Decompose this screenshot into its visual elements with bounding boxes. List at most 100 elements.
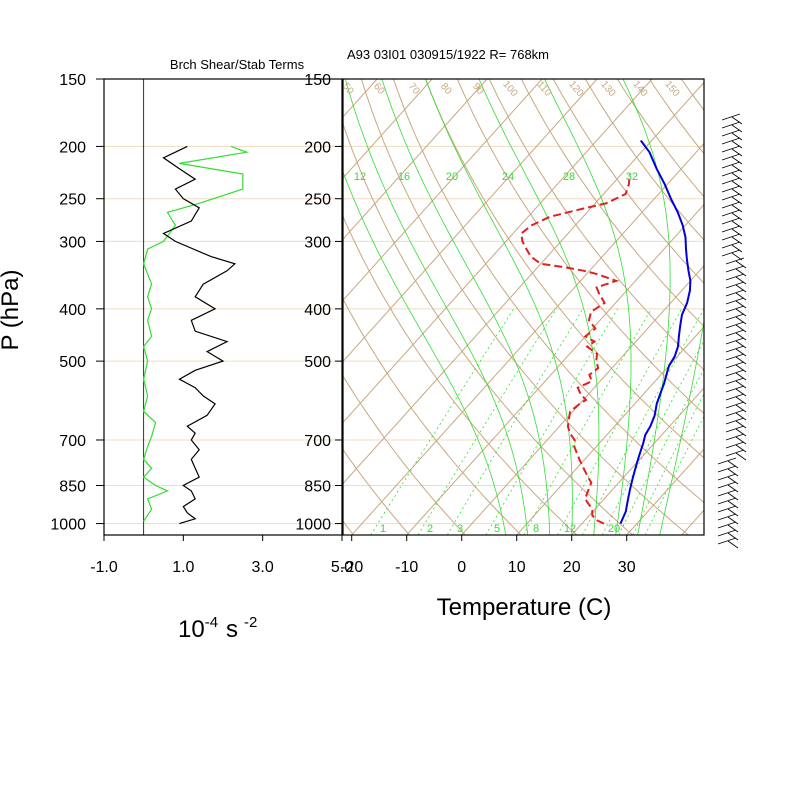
wind-barb: [725, 369, 745, 377]
wind-barb-feather: [735, 268, 747, 277]
wind-barb: [721, 225, 741, 233]
dry-adiabat-line: [456, 79, 704, 415]
wind-barbs: [717, 113, 747, 549]
wind-barb-feather: [727, 460, 739, 469]
dry-adiabat-line: [360, 79, 689, 535]
isotherm-line: [343, 79, 488, 240]
wind-barb-feather: [731, 132, 743, 141]
wind-barb-feather: [731, 196, 743, 205]
mixing-ratio-line: [485, 308, 619, 535]
wind-barb-feather: [735, 372, 747, 381]
y-axis-label: P (hPa): [0, 270, 24, 351]
dry-adiabat-line: [648, 79, 704, 155]
isotherm-line: [343, 79, 653, 424]
panel-frames: [96, 78, 705, 541]
isotherm-line: [0, 79, 267, 535]
theta-label: 130: [598, 79, 617, 99]
wind-barb-feather: [735, 364, 747, 373]
wind-barb: [717, 473, 737, 481]
shear-term-line: [162, 145, 237, 525]
wind-barb: [721, 129, 741, 137]
y-tick-label: 200: [304, 139, 331, 156]
wind-barb: [725, 265, 745, 273]
isotherm-line: [0, 79, 322, 535]
wind-barb-feather: [735, 412, 747, 421]
wind-barb-feather: [735, 340, 747, 349]
wind-barb: [725, 297, 745, 305]
dry-adiabat-line: [343, 215, 578, 535]
wind-barb: [725, 273, 745, 281]
moist-adiabat-line: [659, 318, 704, 535]
x-tick-label: -20: [340, 559, 363, 576]
theta-label: 100: [500, 79, 519, 99]
y-tick-label: 1000: [50, 517, 86, 534]
wind-barb-feather: [731, 116, 743, 125]
mixing-ratio-line: [632, 392, 704, 535]
y-tick-label: 300: [59, 234, 86, 251]
wind-barb-feather: [735, 300, 747, 309]
isotherm-line: [343, 79, 433, 179]
mixing-ratio-line: [446, 308, 584, 535]
left-x-axis-label-unit: s: [226, 616, 238, 643]
isotherm-line: [571, 387, 704, 535]
wind-barb-feather: [735, 396, 747, 405]
wind-barb-feather: [735, 348, 747, 357]
left-x-axis-label-base: 10: [178, 616, 205, 643]
left-panel-title: Brch Shear/Stab Terms: [170, 57, 305, 72]
mixing-ratio-label: 1: [380, 523, 386, 535]
wind-barb: [725, 345, 745, 353]
x-tick-label: 30: [618, 559, 636, 576]
moist-adiabat-line: [343, 170, 507, 535]
wind-barb: [721, 153, 741, 161]
dry-adiabat-line: [488, 79, 704, 371]
dry-adiabat-line: [424, 79, 704, 459]
mixing-ratio-label: 12: [564, 523, 576, 535]
wind-barb: [725, 329, 745, 337]
wind-barb-feather: [727, 476, 739, 485]
wind-barb-feather: [735, 404, 747, 413]
wind-barb: [721, 241, 741, 249]
wind-barb-feather: [735, 284, 747, 293]
wind-barb: [717, 465, 737, 473]
y-tick-label: 700: [304, 433, 331, 450]
mixing-ratio-line: [582, 308, 704, 535]
wind-barb: [725, 313, 745, 321]
wind-barb: [721, 233, 741, 241]
wind-barb: [721, 209, 741, 217]
wind-barb-feather: [731, 164, 743, 173]
moist-adiabat-line: [345, 79, 529, 535]
wind-barb: [725, 377, 745, 385]
x-tick-label: 10: [508, 559, 526, 576]
wind-barb-feather: [727, 468, 739, 477]
wind-barb: [721, 177, 741, 185]
wind-barb: [717, 529, 737, 537]
left-x-axis-label: 10-4 s -2: [178, 614, 257, 643]
skewt-frame: [342, 78, 705, 536]
wind-barb-feather: [735, 356, 747, 365]
chart-labels: Brch Shear/Stab Terms A93 03I01 030915/1…: [0, 47, 682, 643]
wind-barb-feather: [731, 148, 743, 157]
x-tick-label: 3.0: [252, 559, 274, 576]
wind-barb-feather: [731, 204, 743, 213]
theta-label: 140: [630, 79, 649, 99]
wind-barb-feather: [735, 452, 747, 461]
wind-barb: [721, 121, 741, 129]
dry-adiabat-line: [343, 122, 633, 535]
wind-barb: [717, 537, 737, 545]
mixing-ratio-label: 24: [502, 171, 514, 183]
mixing-ratio-label: 3: [457, 523, 463, 535]
dry-adiabat-line: [552, 79, 704, 284]
wind-barb-feather: [735, 260, 747, 269]
temperature-profile-line: [520, 173, 631, 525]
mixing-ratio-label: 16: [398, 171, 410, 183]
mixing-ratio-line: [644, 415, 704, 535]
wind-barb: [717, 505, 737, 513]
skewt-title: A93 03I01 030915/1922 R= 768km: [347, 47, 549, 62]
mixing-ratio-label: 20: [608, 523, 620, 535]
dry-adiabat-line: [713, 79, 800, 535]
dry-adiabat-line: [138, 79, 298, 535]
y-tick-label: 1000: [295, 517, 331, 534]
mixing-ratio-label: 5: [494, 523, 500, 535]
y-tick-label: 850: [59, 478, 86, 495]
